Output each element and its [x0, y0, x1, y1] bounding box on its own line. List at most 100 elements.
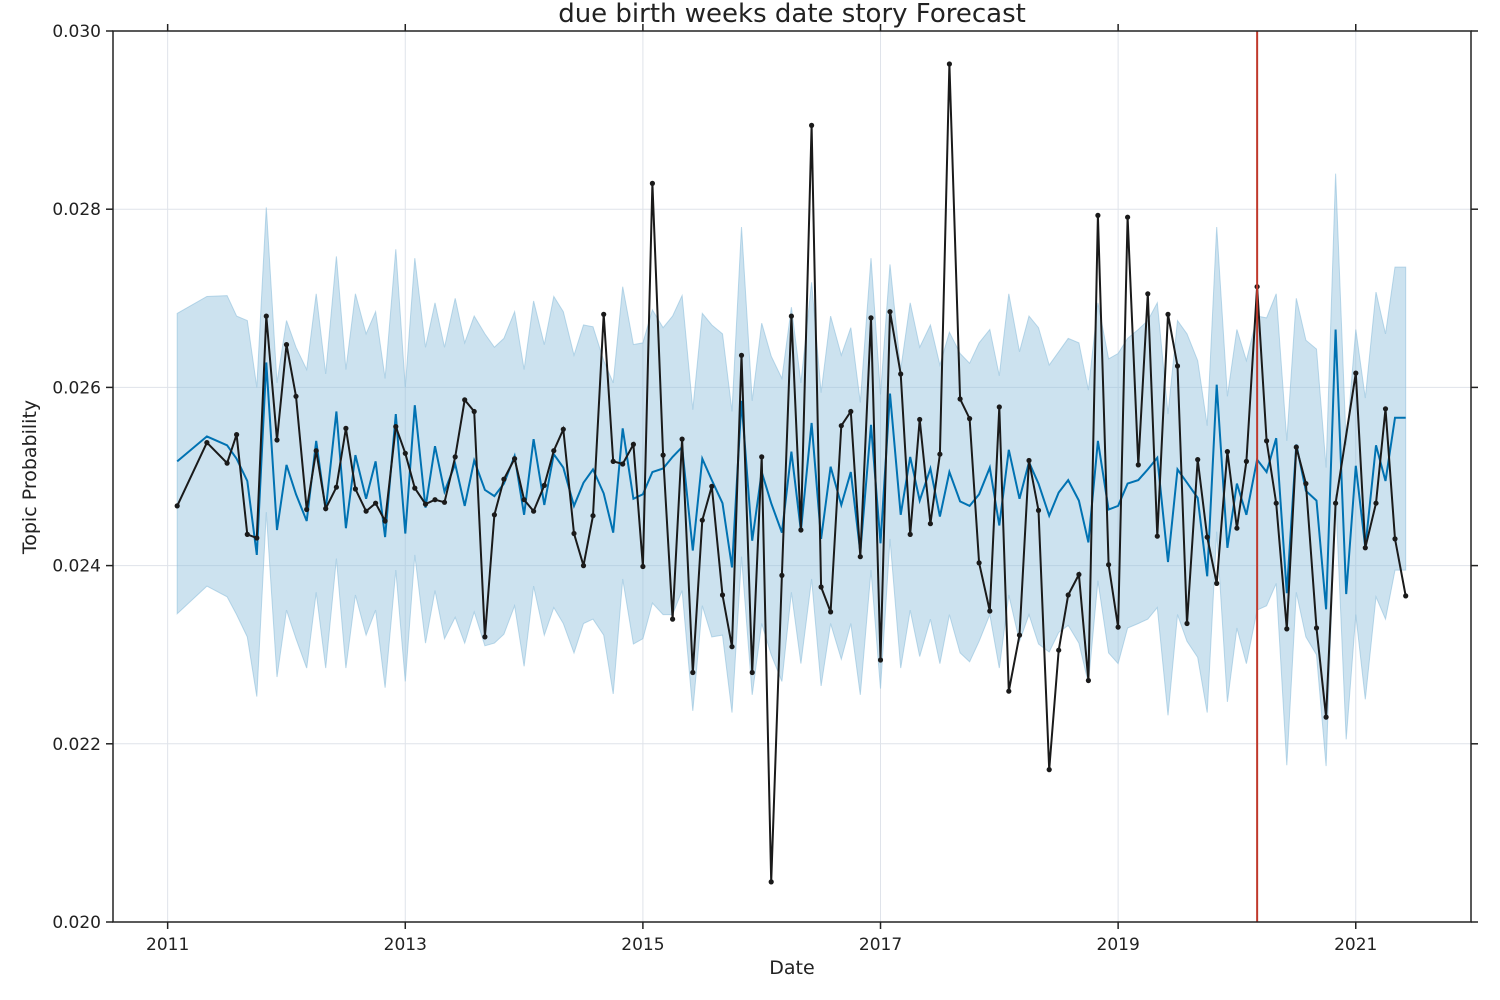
- y-tick-label: 0.020: [52, 913, 101, 933]
- observed-point: [1382, 406, 1389, 412]
- observed-point: [1035, 507, 1042, 513]
- observed-point: [352, 486, 358, 492]
- observed-point: [640, 563, 646, 570]
- observed-point: [1273, 500, 1279, 506]
- observed-point: [501, 476, 507, 482]
- observed-point: [877, 657, 884, 663]
- observed-point: [1293, 444, 1299, 450]
- observed-point: [204, 440, 210, 446]
- observed-point: [1353, 370, 1359, 376]
- observed-point: [304, 506, 310, 513]
- observed-point: [1403, 593, 1409, 599]
- observed-point: [412, 485, 418, 491]
- observed-point: [946, 61, 953, 67]
- observed-point: [1085, 677, 1091, 684]
- observed-point: [957, 396, 963, 402]
- y-tick-label: 0.022: [52, 735, 101, 755]
- observed-point: [541, 482, 547, 488]
- observed-point: [848, 408, 854, 415]
- observed-point: [798, 527, 804, 533]
- observed-point: [1264, 438, 1270, 444]
- observed-point: [382, 518, 388, 524]
- observed-point: [1006, 688, 1012, 694]
- observed-point: [987, 608, 993, 614]
- observed-point: [441, 499, 448, 505]
- observed-point: [976, 560, 982, 566]
- observed-point: [809, 122, 815, 128]
- observed-point: [828, 609, 834, 615]
- observed-point: [1026, 457, 1032, 464]
- observed-point: [283, 342, 290, 348]
- observed-point: [1184, 620, 1190, 627]
- observed-point: [174, 503, 180, 509]
- observed-point: [907, 531, 913, 538]
- observed-point: [1016, 632, 1023, 638]
- observed-point: [818, 584, 824, 590]
- observed-point: [234, 432, 240, 438]
- observed-point: [432, 497, 438, 503]
- observed-point: [482, 634, 488, 640]
- observed-point: [590, 513, 596, 519]
- x-tick-label: 2017: [859, 935, 902, 955]
- observed-point: [521, 497, 527, 503]
- observed-point: [1065, 592, 1071, 598]
- observed-point: [1284, 626, 1290, 632]
- observed-point: [927, 521, 934, 527]
- observed-point: [402, 450, 408, 456]
- observed-point: [1135, 462, 1141, 468]
- observed-point: [898, 371, 904, 377]
- observed-point: [610, 458, 616, 464]
- observed-point: [1056, 647, 1062, 653]
- observed-point: [333, 484, 339, 490]
- observed-point: [670, 616, 676, 622]
- observed-point: [788, 313, 795, 319]
- observed-point: [768, 879, 774, 885]
- observed-point: [343, 425, 349, 431]
- observed-point: [551, 448, 557, 454]
- observed-point: [1373, 500, 1379, 506]
- observed-point: [462, 397, 468, 403]
- axes-layer: [112, 30, 1472, 923]
- observed-point: [1076, 571, 1082, 578]
- observed-point: [917, 416, 923, 423]
- ticks-layer: 2011 2013 2015 2017 2019 2021 0.020 0.022 0.024 0…: [52, 22, 1478, 955]
- observed-point: [620, 461, 626, 467]
- x-tick-label: 2013: [384, 935, 427, 955]
- observed-series-layer: [174, 61, 1409, 885]
- x-tick-label: 2011: [146, 935, 189, 955]
- observed-point: [393, 424, 399, 430]
- observed-point: [1046, 767, 1052, 773]
- observed-point: [679, 436, 685, 442]
- plot-frame: [112, 30, 1472, 923]
- observed-point: [749, 669, 755, 676]
- observed-point: [1323, 714, 1329, 720]
- observed-point: [699, 517, 705, 523]
- observed-point: [1145, 291, 1151, 297]
- observed-point: [601, 311, 607, 317]
- observed-point: [224, 460, 230, 466]
- observed-point: [630, 441, 637, 447]
- observed-point: [759, 454, 765, 460]
- observed-point: [531, 508, 537, 514]
- observed-point: [452, 454, 458, 460]
- observed-point: [1095, 212, 1101, 218]
- y-tick-label: 0.026: [52, 378, 101, 398]
- observed-point: [422, 501, 429, 507]
- observed-point: [274, 437, 280, 443]
- y-axis-label: Topic Probability: [19, 400, 41, 555]
- observed-point: [1234, 525, 1240, 531]
- observed-point: [1224, 449, 1230, 455]
- observed-point: [857, 554, 863, 560]
- observed-point: [1243, 458, 1249, 464]
- observed-point: [254, 535, 260, 541]
- observed-point: [1303, 481, 1309, 487]
- observed-point: [937, 451, 943, 457]
- forecast-line-layer: [176, 329, 1406, 610]
- observed-point: [1195, 457, 1201, 463]
- observed-point: [738, 352, 745, 358]
- observed-point: [996, 404, 1002, 410]
- observed-point: [580, 563, 587, 569]
- observed-point: [263, 313, 269, 319]
- observed-point: [1115, 624, 1121, 630]
